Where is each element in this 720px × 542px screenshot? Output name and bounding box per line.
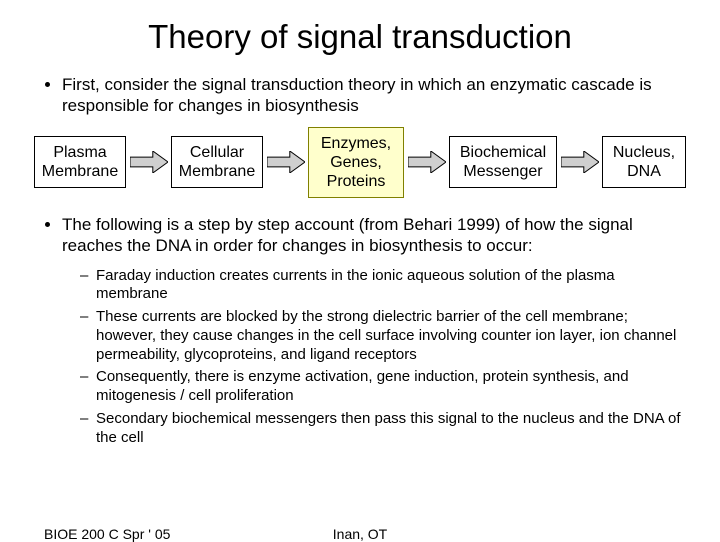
intro-bullet: First, consider the signal transduction … xyxy=(62,74,686,117)
sub-bullet-list: Faraday induction creates currents in th… xyxy=(34,267,686,448)
flow-node-label: Messenger xyxy=(463,162,542,181)
slide: Theory of signal transduction First, con… xyxy=(0,0,720,540)
flow-node: Nucleus,DNA xyxy=(602,136,686,188)
flow-node: CellularMembrane xyxy=(171,136,263,188)
sub-bullet: Faraday induction creates currents in th… xyxy=(80,267,686,305)
flow-node: Enzymes,Genes,Proteins xyxy=(308,127,404,199)
arrow-icon xyxy=(267,151,305,173)
flow-node-label: Enzymes, xyxy=(321,134,391,153)
sub-bullet: Consequently, there is enzyme activation… xyxy=(80,368,686,406)
flow-node-label: Nucleus, xyxy=(613,143,675,162)
flow-node: PlasmaMembrane xyxy=(34,136,126,188)
steps-intro-list: The following is a step by step account … xyxy=(34,214,686,257)
flow-node-label: Proteins xyxy=(327,172,386,191)
sub-bullet: Secondary biochemical messengers then pa… xyxy=(80,410,686,448)
flow-node-label: Membrane xyxy=(179,162,255,181)
sub-bullet: These currents are blocked by the strong… xyxy=(80,308,686,364)
flow-node-label: Biochemical xyxy=(460,143,546,162)
arrow-icon xyxy=(130,151,168,173)
flow-node-label: Membrane xyxy=(42,162,118,181)
steps-intro-bullet: The following is a step by step account … xyxy=(62,214,686,257)
flow-node-label: Plasma xyxy=(53,143,106,162)
intro-bullet-list: First, consider the signal transduction … xyxy=(34,74,686,117)
flowchart: PlasmaMembraneCellularMembraneEnzymes,Ge… xyxy=(34,127,686,199)
page-title: Theory of signal transduction xyxy=(34,18,686,56)
arrow-icon xyxy=(561,151,599,173)
flow-node-label: DNA xyxy=(627,162,661,181)
arrow-icon xyxy=(408,151,446,173)
flow-node-label: Genes, xyxy=(330,153,382,172)
flow-node: BiochemicalMessenger xyxy=(449,136,557,188)
flow-node-label: Cellular xyxy=(190,143,244,162)
